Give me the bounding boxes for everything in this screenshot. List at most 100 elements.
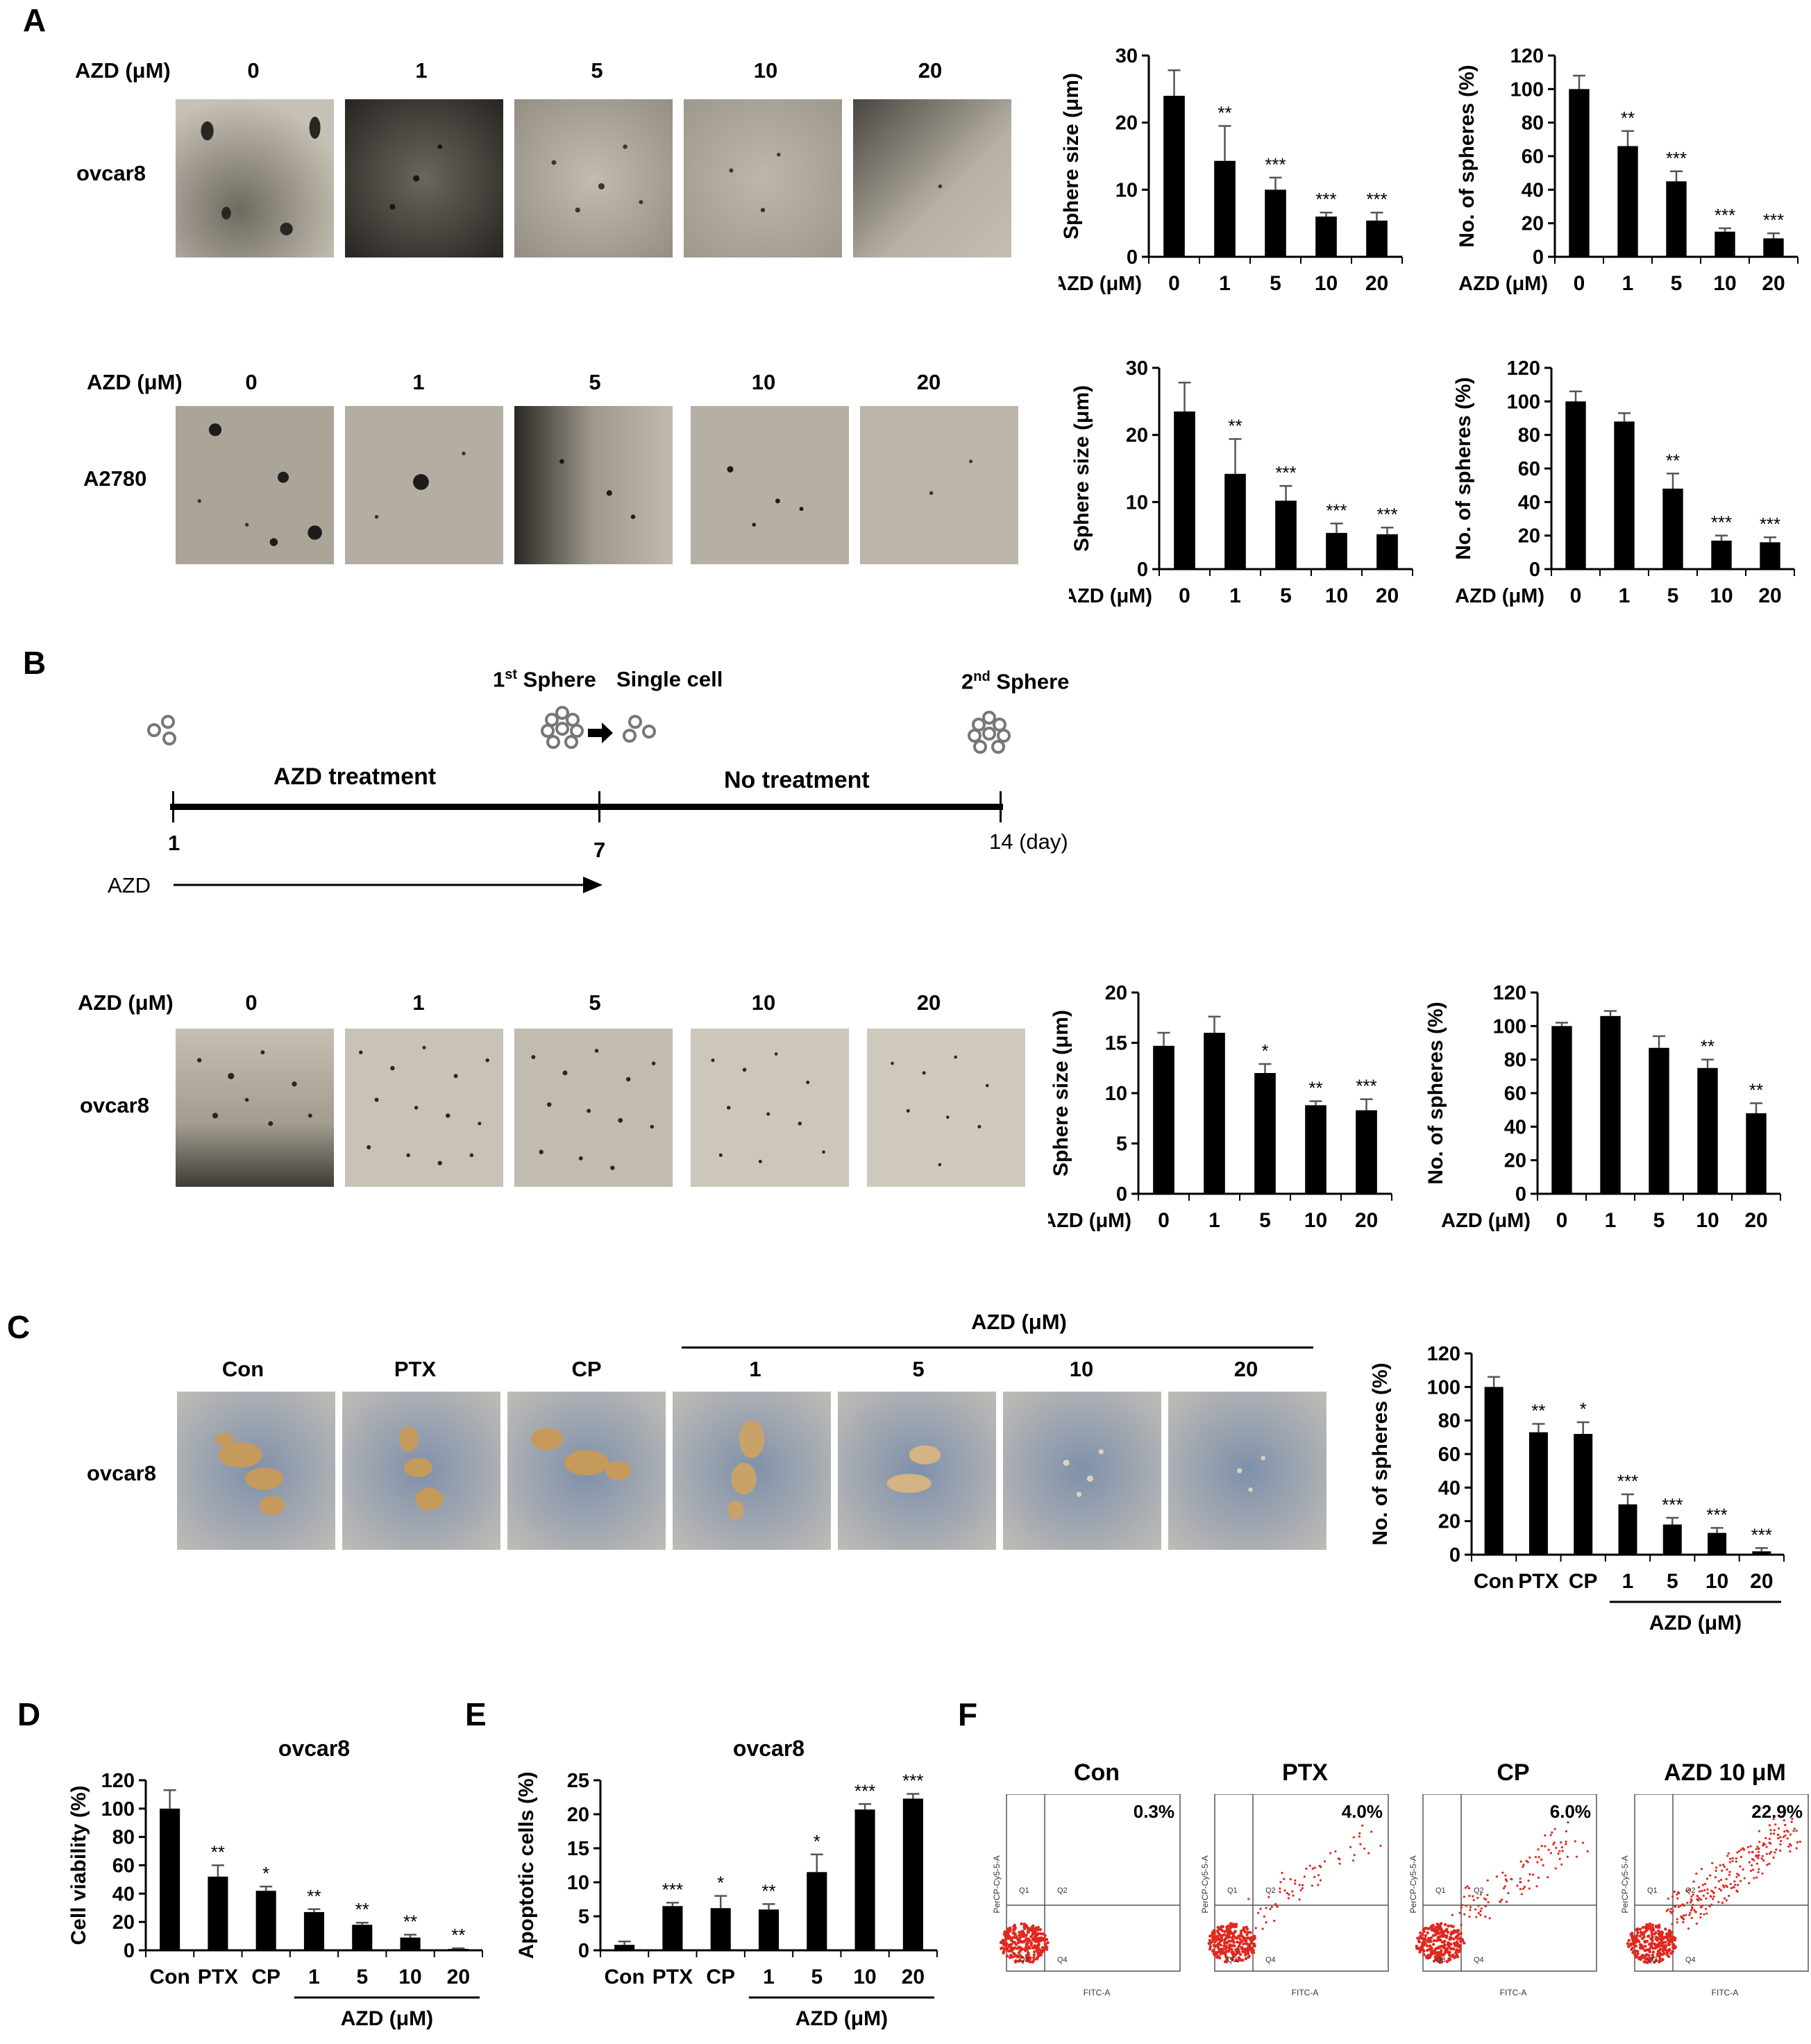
timeline-tick xyxy=(1000,791,1002,822)
bar xyxy=(1763,238,1784,257)
significance-mark: * xyxy=(1580,1399,1587,1419)
y-tick-label: 15 xyxy=(567,1838,589,1860)
significance-mark: *** xyxy=(1760,514,1780,534)
significance-mark: *** xyxy=(1275,462,1296,483)
y-axis-label: No. of spheres (%) xyxy=(1369,1362,1392,1545)
y-tick-label: 40 xyxy=(1522,179,1544,201)
y-tick-label: 20 xyxy=(112,1911,135,1934)
y-tick-label: 60 xyxy=(1438,1444,1460,1466)
conc-label: 10 xyxy=(751,370,776,394)
sphere-icon xyxy=(538,704,587,753)
event-dots xyxy=(1415,1821,1589,1964)
bar-chart-spheres-a-ovcar8: 0 20 40 60 80 100 120 No. of spheres (%) 0 ** 1 ***… xyxy=(1454,42,1811,319)
significance-mark: * xyxy=(262,1863,269,1884)
conc-label: 10 xyxy=(751,990,776,1015)
azd-arrow-label: AZD xyxy=(108,873,151,897)
y-tick-label: 40 xyxy=(1518,491,1540,514)
x-tick-label: 5 xyxy=(1259,1209,1271,1232)
x-tick-label: 0 xyxy=(1574,272,1585,295)
significance-mark: ** xyxy=(1218,103,1231,124)
y-tick-label: 0 xyxy=(1449,1544,1460,1566)
y-tick-label: 10 xyxy=(1115,179,1138,201)
bar xyxy=(1528,1432,1548,1555)
y-axis-label: Apoptotic cells (%) xyxy=(515,1771,538,1959)
quadrant-label: Q1 xyxy=(1435,1886,1446,1895)
column-label: CP xyxy=(571,1357,602,1381)
day-label: 1 xyxy=(168,831,180,855)
significance-mark: *** xyxy=(1706,1504,1727,1525)
error-bar xyxy=(1667,473,1679,489)
y-axis-label: No. of spheres (%) xyxy=(1452,377,1475,559)
timeline-tick xyxy=(598,791,600,822)
x-tick-label: Con xyxy=(604,1966,644,1988)
x-tick-label: 10 xyxy=(1696,1209,1719,1232)
x-tick-label: 20 xyxy=(1758,584,1781,607)
chart-svg: 0 20 40 60 80 100 120 No. of spheres (%) 0 1 ** 5 **… xyxy=(1452,357,1795,607)
y-tick-label: 20 xyxy=(1518,525,1540,548)
panel-label-f: F xyxy=(958,1696,978,1732)
quadrant-label: Q2 xyxy=(1685,1886,1696,1895)
flow-plot: Q1 Q2 Q3 Q4 6.0% FITC-A PerCP-Cy5-5-A xyxy=(1408,1793,1600,2002)
micrograph xyxy=(176,406,334,564)
chart-title: ovcar8 xyxy=(278,1736,350,1761)
significance-mark: ** xyxy=(1531,1401,1545,1421)
x-tick-label: 5 xyxy=(1667,1570,1678,1593)
x-tick-label: 1 xyxy=(1208,1209,1220,1232)
error-bar xyxy=(1269,176,1282,190)
conc-label: 0 xyxy=(247,58,260,83)
y-tick-label: 100 xyxy=(1507,391,1540,413)
y-tick-label: 20 xyxy=(1126,425,1148,447)
azd-row-label: AZD (μM) xyxy=(78,990,174,1015)
conc-label: 0 xyxy=(245,370,258,394)
micrograph xyxy=(514,99,673,257)
bar xyxy=(400,1937,421,1950)
flow-plot: Q1 Q2 Q3 Q4 4.0% FITC-A PerCP-Cy5-5-A xyxy=(1200,1793,1392,2002)
x-tick-label: 1 xyxy=(763,1966,775,1988)
x-tick-label: Con xyxy=(149,1966,189,1988)
y-tick-label: 60 xyxy=(1518,458,1540,480)
bar xyxy=(1224,473,1246,569)
y-tick-label: 40 xyxy=(1438,1477,1460,1499)
bar xyxy=(1174,411,1195,569)
error-bar xyxy=(1719,227,1731,232)
bar xyxy=(1708,1532,1727,1555)
y-tick-label: 100 xyxy=(1493,1015,1526,1038)
bar-chart-spheres-b: 0 20 40 60 80 100 120 No. of spheres (%) 0 1 5 ** 10… xyxy=(1423,979,1798,1256)
bar-chart-sphere-size-a-ovcar8: 0 10 20 30 Sphere size (μm) 0 ** 1 *** 5 *** 10 *** 2… xyxy=(1052,42,1420,319)
bar-chart-apoptotic-cells: ovcar8 0 5 10 15 20 25 Apoptotic cells (%) Con **… xyxy=(514,1728,951,2041)
bar xyxy=(758,1909,780,1950)
y-axis-label: No. of spheres (%) xyxy=(1456,65,1479,247)
y-tick-label: 10 xyxy=(567,1872,589,1894)
quadrant-label: Q4 xyxy=(1265,1956,1276,1964)
significance-mark: ** xyxy=(761,1880,775,1901)
bar-chart-spheres-c: 0 20 40 60 80 100 120 No. of spheres (%) Con ** PT… xyxy=(1367,1340,1798,1659)
bar xyxy=(1746,1113,1767,1194)
bar xyxy=(1565,401,1586,569)
y-tick-label: 20 xyxy=(1115,112,1138,135)
bar xyxy=(208,1876,228,1950)
x-tick-label: 20 xyxy=(1365,272,1388,295)
flow-plot-svg: Q1 Q2 Q3 Q4 22.9% FITC-A PerCP-Cy5-5-A xyxy=(1620,1793,1809,1997)
x-tick-label: 10 xyxy=(853,1966,876,1988)
y-tick-label: 30 xyxy=(1126,357,1148,380)
micrograph xyxy=(345,99,503,257)
y-tick-label: 60 xyxy=(112,1855,135,1877)
flow-plot-title: CP xyxy=(1497,1759,1530,1786)
flow-plot: Q1 Q2 Q3 Q4 0.3% FITC-A PerCP-Cy5-5-A xyxy=(992,1793,1184,2002)
y-axis-label: No. of spheres (%) xyxy=(1424,1002,1447,1184)
panel-label-c: C xyxy=(7,1309,31,1345)
x-tick-label: PTX xyxy=(198,1966,238,1988)
x-tick-label: 20 xyxy=(902,1966,925,1988)
error-bar xyxy=(859,1803,872,1810)
x-tick-label: CP xyxy=(706,1966,735,1988)
error-bar xyxy=(1258,1063,1272,1073)
azd-treatment-label: AZD treatment xyxy=(273,763,437,790)
bar xyxy=(614,1945,635,1950)
error-bar xyxy=(1701,1058,1714,1068)
flow-y-axis-label: PerCP-Cy5-5-A xyxy=(1621,1855,1630,1913)
y-tick-label: 20 xyxy=(567,1804,589,1826)
x-axis-label: AZD (μM) xyxy=(1455,585,1544,607)
y-tick-label: 0 xyxy=(1515,1183,1526,1206)
